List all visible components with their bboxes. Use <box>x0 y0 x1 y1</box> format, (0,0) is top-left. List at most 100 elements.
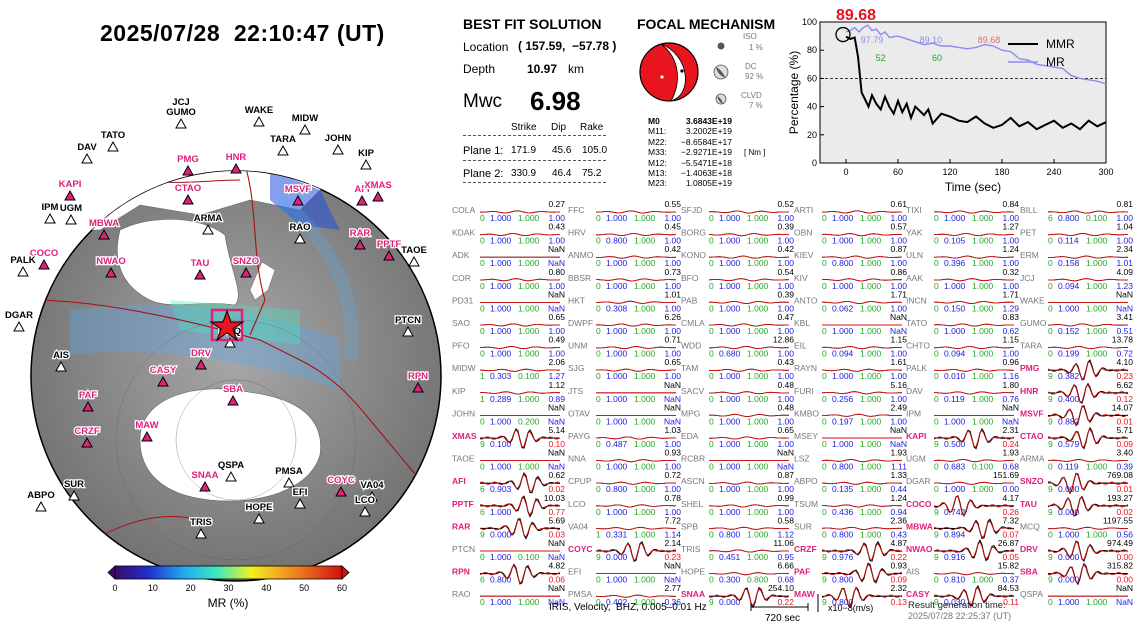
station-waveform: KDAK 0.43 0 1.000 1.000 1.00 <box>452 222 565 246</box>
colorbar-tick: 30 <box>223 583 233 593</box>
synthetic-trace <box>708 233 790 237</box>
fit-value-b: 1.000 <box>606 575 628 585</box>
amplitude-value: 0.49 <box>548 335 565 345</box>
variance-value: 0.09 <box>890 575 907 585</box>
amplitude-value: 2.31 <box>1002 425 1019 435</box>
depth-label: Depth <box>463 62 496 76</box>
station-code: JOHN <box>452 408 475 418</box>
variance-value: 1.00 <box>777 326 794 336</box>
fit-value-b: 0.105 <box>944 236 966 246</box>
variance-value: NaN <box>1116 597 1133 607</box>
weight-value: 0 <box>934 575 939 585</box>
mwc-label: Mwc <box>463 91 503 112</box>
fit-value-c: 1.000 <box>972 575 994 585</box>
fit-value-c: 1.000 <box>634 303 656 313</box>
station-label: TATO <box>101 130 125 141</box>
station-waveform: ERM 2.34 0 0.158 1.000 1.01 <box>1020 244 1133 268</box>
synthetic-trace <box>933 255 1015 259</box>
weight-value: 0 <box>596 597 601 607</box>
table-divider <box>463 182 606 183</box>
fit-value-b: 1.000 <box>719 326 741 336</box>
weight-value: 0 <box>596 236 601 246</box>
fit-value-c: 1.000 <box>972 349 994 359</box>
weight-value: 0 <box>709 439 714 449</box>
station-code: KBL <box>794 318 810 328</box>
station-code: PAYG <box>568 431 590 441</box>
fit-value-b: 0.800 <box>832 529 854 539</box>
station-code: ULN <box>906 250 923 260</box>
fit-value-b: 1.000 <box>719 439 741 449</box>
synthetic-trace <box>1047 563 1129 584</box>
synthetic-trace <box>1047 384 1129 403</box>
station-waveform: YAK 1.27 0 0.105 1.000 1.00 <box>906 222 1019 246</box>
station-waveform: RAYN 1.61 0 1.000 1.000 1.00 <box>794 357 907 381</box>
synthetic-trace <box>933 496 1015 517</box>
fit-value-b: 1.000 <box>490 462 512 472</box>
station-code: MPG <box>681 408 700 418</box>
weight-value: 0 <box>709 552 714 562</box>
amplitude-value: 0.27 <box>548 199 565 209</box>
weight-value: 1 <box>480 394 485 404</box>
station-code: TAOE <box>452 454 475 464</box>
synthetic-trace <box>821 346 902 350</box>
fit-value-b: 1.000 <box>1058 597 1080 607</box>
station-marker: MSVF <box>284 183 313 206</box>
variance-value: NaN <box>548 416 565 426</box>
weight-value: 0 <box>1048 462 1053 472</box>
station-code: TAM <box>681 363 698 373</box>
station-label: PALK <box>10 255 35 266</box>
weight-value: 0 <box>709 507 714 517</box>
weight-value: 1 <box>480 371 485 381</box>
variance-value: 1.00 <box>664 484 681 494</box>
fit-value-b: 0.158 <box>1058 258 1080 268</box>
synthetic-trace <box>822 368 902 372</box>
station-waveform: PMG 4.10 9 0.382 0.23 <box>1020 357 1133 381</box>
station-code: PD31 <box>452 295 474 305</box>
variance-value: 1.00 <box>777 281 794 291</box>
station-code: RAYN <box>794 363 817 373</box>
station-waveform: PAB 0.39 0 1.000 1.000 1.00 <box>681 289 794 313</box>
fit-value-c: 0.800 <box>747 575 769 585</box>
fit-value-c: 1.000 <box>747 439 769 449</box>
synthetic-trace <box>708 549 789 553</box>
fit-value-b: 1.000 <box>490 597 512 607</box>
variance-value: NaN <box>890 439 907 449</box>
weight-value: 9 <box>1048 575 1053 585</box>
mr-time-chart: 0 60 120 180 240 300 0 20 40 60 80 100 Time (sec) Per… <box>787 7 1114 194</box>
variance-value: 1.00 <box>1002 281 1019 291</box>
synthetic-trace <box>821 278 902 282</box>
variance-value: 0.26 <box>1002 507 1019 517</box>
fit-value-b: 0.256 <box>832 394 854 404</box>
station-triangle-icon <box>366 490 378 502</box>
amplitude-value: 2.06 <box>548 357 565 367</box>
station-code: JTS <box>568 386 583 396</box>
x-tick-label: 0 <box>843 167 848 177</box>
variance-value: 0.02 <box>1116 507 1133 517</box>
fit-value-c: 1.000 <box>860 416 882 426</box>
station-triangle-icon <box>408 255 420 267</box>
moment-key: M33: <box>648 147 667 158</box>
y-tick-label: 80 <box>807 45 817 55</box>
station-waveform: SHEL 0.99 0 1.000 1.000 1.00 <box>681 493 794 517</box>
amplitude-value: 0.52 <box>777 199 794 209</box>
amplitude-value: 0.45 <box>664 222 681 232</box>
fit-value-b: 0.119 <box>1058 462 1079 472</box>
amplitude-value: 193.27 <box>1107 493 1133 503</box>
fit-value-b: 0.500 <box>944 439 966 449</box>
variance-value: 0.13 <box>890 597 907 607</box>
weight-value: 0 <box>1048 349 1053 359</box>
station-code: UNM <box>568 341 587 351</box>
synthetic-trace <box>596 323 677 327</box>
fit-value-b: 0.800 <box>719 529 741 539</box>
station-code: OBN <box>794 228 812 238</box>
waveform-footer: IRIS, Velocity, BHZ, 0.005–0.01 Hz <box>549 602 707 613</box>
variance-value: 1.00 <box>548 349 565 359</box>
station-label: ARMA <box>194 213 223 224</box>
amplitude-value: NaN <box>548 289 565 299</box>
amplitude-value: 0.39 <box>777 289 794 299</box>
amplitude-value: NaN <box>890 425 907 435</box>
weight-value: 0 <box>596 213 601 223</box>
amplitude-value: 0.48 <box>777 380 794 390</box>
station-triangle-icon <box>65 213 77 225</box>
station-marker: MBWA <box>88 217 120 240</box>
